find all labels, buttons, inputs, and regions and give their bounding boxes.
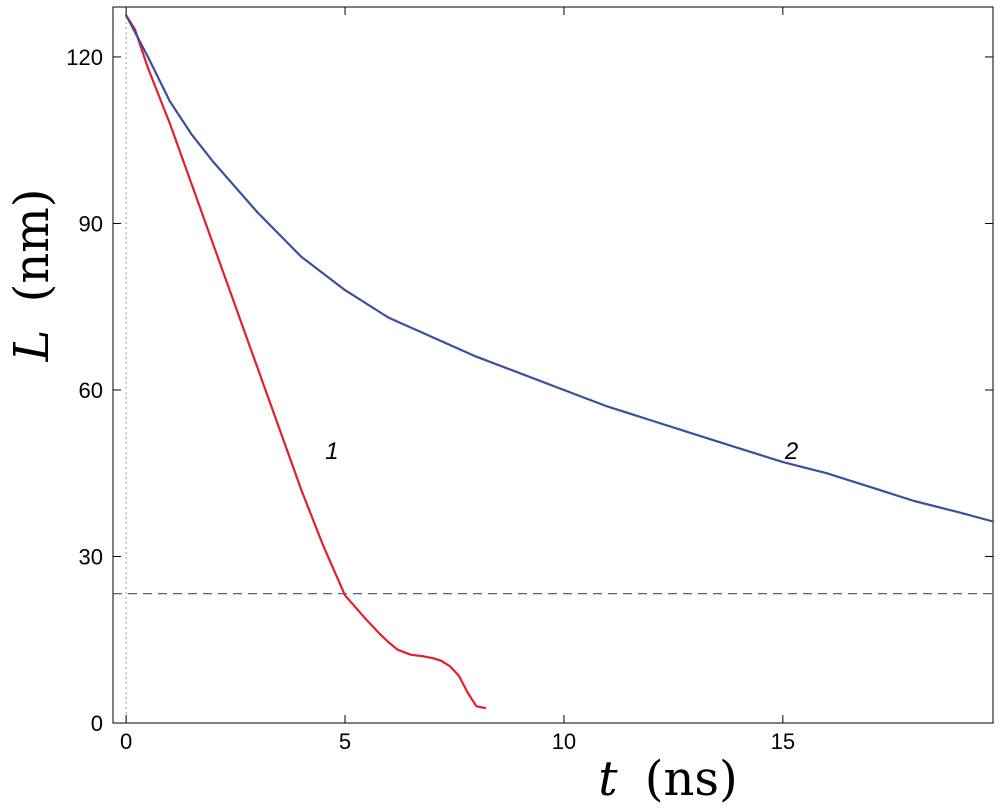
curve-label-1: 1 [325, 438, 338, 465]
curve-label-2: 2 [784, 438, 798, 465]
x-axis-variable: t [598, 751, 618, 807]
x-axis-label: t (ns) [598, 751, 738, 807]
plot-frame [112, 6, 994, 724]
x-axis-unit: (ns) [645, 751, 738, 807]
series-line-2 [124, 14, 995, 523]
axis-ticks [113, 7, 993, 724]
plot-area [112, 6, 994, 724]
series-group [124, 14, 995, 710]
y-axis-label: L (nm) [4, 188, 60, 362]
series-line-1 [124, 14, 487, 710]
x-tick-label: 5 [339, 729, 351, 754]
x-tick-label: 15 [771, 729, 795, 754]
y-axis-unit: (nm) [4, 188, 60, 302]
y-tick-label: 90 [79, 211, 103, 236]
x-tick-label: 0 [120, 729, 132, 754]
y-tick-label: 60 [79, 378, 103, 403]
y-tick-label: 30 [79, 544, 103, 569]
y-axis-variable: L [4, 330, 60, 363]
tick-labels: 0 5 10 15 0 30 60 90 120 [66, 45, 795, 754]
y-tick-label: 120 [66, 45, 103, 70]
x-tick-label: 10 [552, 729, 576, 754]
y-tick-label: 0 [91, 711, 103, 736]
